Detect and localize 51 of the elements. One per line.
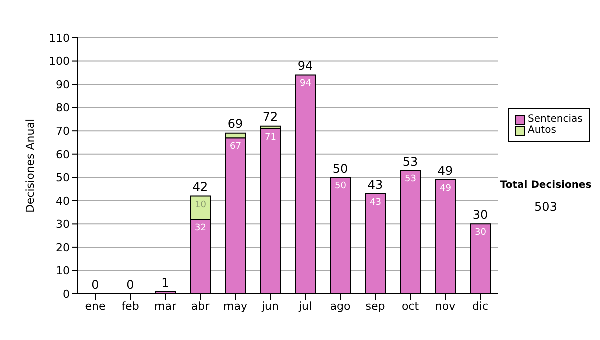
x-tick-label: jul <box>298 300 312 313</box>
y-tick-label: 40 <box>56 194 70 208</box>
x-tick-label: nov <box>435 300 456 313</box>
text: 503 <box>534 200 558 214</box>
total-label: 30 <box>472 208 490 222</box>
x-tick-label: sep <box>366 300 386 313</box>
data-label: 94 <box>300 79 312 90</box>
legend-label: Autos <box>528 125 556 136</box>
total-label: 72 <box>262 110 280 124</box>
total-label: 0 <box>90 278 100 292</box>
total-label: 53 <box>402 154 420 169</box>
total-label: 94 <box>296 59 314 74</box>
total-label: 50 <box>332 162 350 176</box>
y-tick-label: 70 <box>56 124 70 138</box>
total-label: 42 <box>192 180 210 194</box>
total-label: 43 <box>366 178 384 192</box>
x-tick-label: jun <box>261 300 280 313</box>
x-tick-label: ene <box>85 300 106 313</box>
y-axis-title: Decisiones Anual <box>24 118 37 214</box>
y-tick-label: 100 <box>49 55 70 68</box>
y-tick-label: 50 <box>56 172 70 185</box>
text: Total Decisiones <box>499 180 593 191</box>
total-label: 0 <box>126 278 136 292</box>
x-tick-label: abr <box>191 300 210 313</box>
total-label: 69 <box>226 117 244 132</box>
x-tick-label: feb <box>122 300 140 313</box>
legend-label: Sentencias <box>528 114 583 125</box>
y-tick-label: 20 <box>56 241 70 254</box>
total-label: 49 <box>436 164 454 178</box>
data-label: 49 <box>440 184 452 194</box>
total-label: 1 <box>160 276 170 290</box>
data-label: 53 <box>404 174 416 185</box>
x-tick-label: oct <box>402 300 420 313</box>
y-tick-label: 90 <box>56 78 70 92</box>
x-tick-label: dic <box>472 300 489 313</box>
data-label: 32 <box>194 224 206 234</box>
y-tick-label: 30 <box>56 218 70 232</box>
x-tick-label: may <box>224 300 248 313</box>
y-tick-label: 80 <box>56 102 70 115</box>
data-label: 10 <box>194 200 207 210</box>
data-label: 71 <box>264 132 276 143</box>
x-tick-label: ago <box>330 300 351 313</box>
data-label: 30 <box>474 228 487 238</box>
y-tick-label: 10 <box>56 264 70 278</box>
data-label: 67 <box>230 142 242 152</box>
y-tick-label: 60 <box>56 148 70 162</box>
data-label: 50 <box>334 182 347 192</box>
y-tick-label: 110 <box>49 32 70 45</box>
data-label: 43 <box>370 198 382 208</box>
y-tick-label: 0 <box>63 288 70 301</box>
x-tick-label: mar <box>154 300 177 313</box>
